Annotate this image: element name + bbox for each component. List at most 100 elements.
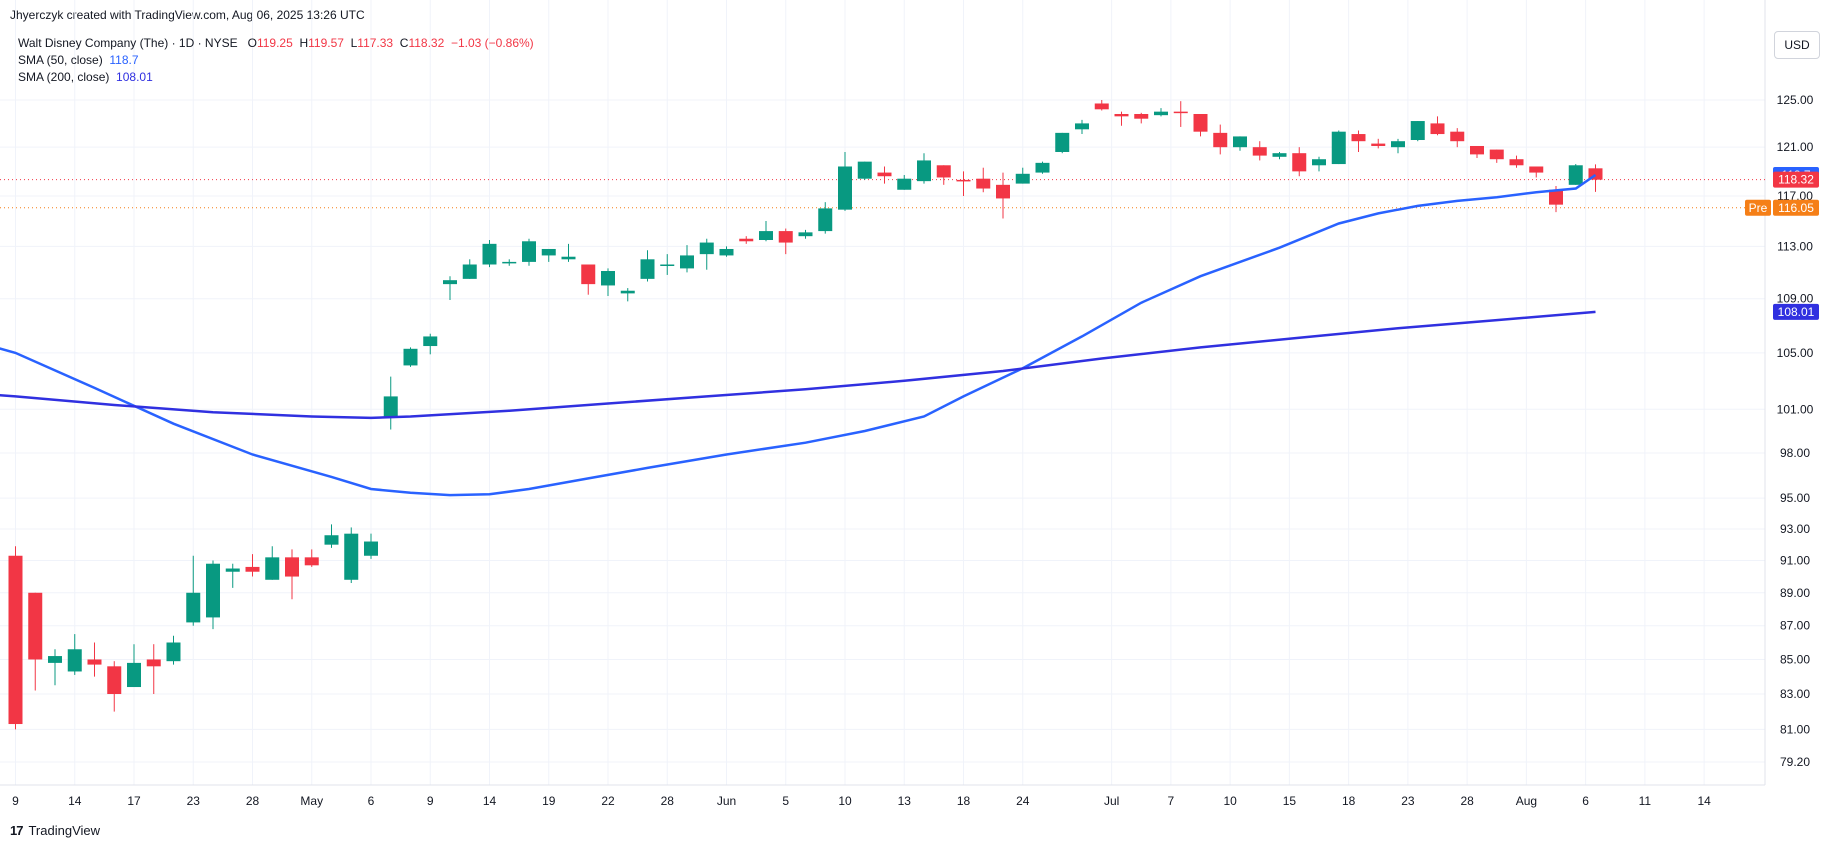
- last-price-tag-bg: [1773, 171, 1819, 188]
- time-tick-label: 14: [483, 794, 497, 808]
- legend-sma200[interactable]: SMA (200, close) 108.01: [18, 69, 534, 86]
- sma50-line: [0, 173, 1597, 497]
- time-tick-label: 14: [1697, 794, 1711, 808]
- candle: [1213, 124, 1228, 155]
- legend-sma50-label: SMA (50, close): [18, 53, 103, 67]
- candle: [561, 243, 576, 262]
- price-lines: [0, 179, 1765, 209]
- candle: [8, 546, 23, 730]
- price-tick-label: 91.00: [1780, 554, 1810, 568]
- candle-body: [186, 592, 201, 623]
- candle: [956, 171, 971, 196]
- candle-body: [561, 256, 576, 260]
- candle: [87, 642, 102, 677]
- candle-body: [1391, 141, 1405, 148]
- candle-body: [1094, 103, 1109, 110]
- candle-body: [877, 172, 892, 177]
- candle: [166, 635, 181, 665]
- candle-body: [1489, 149, 1504, 160]
- candle: [403, 347, 418, 367]
- candle: [146, 644, 161, 695]
- legend-open: 119.25: [256, 36, 293, 50]
- sma-lines: [0, 173, 1597, 497]
- price-tick-label: 87.00: [1780, 619, 1810, 633]
- legend-change: −1.03 (−0.86%): [450, 36, 534, 50]
- time-tick-label: 28: [661, 794, 675, 808]
- legend-main-series[interactable]: Walt Disney Company (The) · 1D · NYSE O1…: [18, 35, 534, 52]
- candle-body: [976, 178, 991, 189]
- candle: [304, 549, 319, 567]
- candle-body: [1450, 131, 1465, 142]
- candle-body: [956, 179, 971, 182]
- time-tick-label: 6: [368, 794, 375, 808]
- legend-high-label: H: [299, 36, 309, 50]
- candle: [502, 259, 517, 266]
- candle: [1193, 113, 1208, 137]
- candle: [541, 248, 556, 262]
- time-tick-label: 5: [782, 794, 789, 808]
- candle-body: [1549, 189, 1563, 205]
- pre-price-tag: 116.05: [1778, 201, 1814, 215]
- candle-body: [917, 160, 931, 182]
- pre-price-tag-bg: [1773, 199, 1819, 216]
- sma200-price-tag-bg: [1773, 303, 1819, 320]
- price-axis[interactable]: 125.00 121.00 117.00 113.00 109.00 105.00 101.…: [1777, 93, 1814, 769]
- candle-body: [1331, 131, 1346, 165]
- candle-body: [1213, 132, 1228, 148]
- candle: [1410, 121, 1425, 142]
- candle-body: [640, 259, 655, 279]
- candle: [620, 288, 635, 302]
- price-tick-label: 89.00: [1780, 586, 1810, 600]
- price-tick-label: 101.00: [1777, 402, 1814, 416]
- pre-market-badge-bg: [1745, 199, 1771, 216]
- candle-body: [798, 232, 813, 237]
- sma200-price-tag: 108.01: [1778, 305, 1815, 319]
- candle: [1371, 138, 1386, 149]
- candle-body: [166, 642, 181, 662]
- candle-body: [1134, 113, 1149, 119]
- candle-body: [897, 178, 912, 190]
- candle-body: [462, 264, 477, 279]
- candle: [857, 161, 872, 180]
- time-tick-label: 23: [187, 794, 201, 808]
- candle-body: [660, 264, 675, 266]
- candle: [1470, 145, 1484, 159]
- candle: [1312, 156, 1326, 172]
- time-tick-label: 10: [838, 794, 852, 808]
- candle: [1391, 138, 1405, 154]
- time-tick-label: Jun: [717, 794, 736, 808]
- candle: [67, 634, 82, 675]
- candle-body: [87, 659, 102, 665]
- candle-body: [206, 563, 220, 618]
- price-tick-label: 109.00: [1777, 292, 1814, 306]
- candle: [818, 202, 833, 234]
- legend-sma50[interactable]: SMA (50, close) 118.7: [18, 52, 534, 69]
- candle: [1351, 130, 1366, 152]
- currency-button[interactable]: USD: [1774, 31, 1820, 59]
- price-tick-label: 95.00: [1780, 491, 1810, 505]
- candle-body: [1470, 145, 1484, 155]
- legend-sma200-label: SMA (200, close): [18, 70, 110, 84]
- candle-body: [383, 396, 398, 417]
- time-tick-label: 23: [1401, 794, 1415, 808]
- candle: [186, 555, 201, 626]
- candle: [897, 175, 912, 190]
- candle-body: [28, 592, 43, 660]
- time-tick-label: 19: [542, 794, 556, 808]
- candle: [877, 166, 892, 184]
- pre-market-badge: Pre: [1749, 201, 1768, 215]
- legend-symbol: Walt Disney Company (The) · 1D · NYSE: [18, 36, 238, 50]
- candle: [976, 167, 991, 193]
- time-tick-label: 18: [957, 794, 971, 808]
- time-axis[interactable]: 9 14 17 23 28 May 6 9 14 19 22 28 Jun 5 10 13 18 24 Jul 7 10…: [12, 794, 1711, 808]
- price-tick-label: 125.00: [1777, 93, 1814, 107]
- legend-high: 119.57: [308, 36, 344, 50]
- price-tick-label: 98.00: [1780, 446, 1810, 460]
- candle: [482, 240, 497, 268]
- time-tick-label: 28: [246, 794, 260, 808]
- candle: [640, 250, 655, 282]
- candle: [1489, 149, 1504, 163]
- candle-body: [1430, 123, 1445, 135]
- candle: [107, 661, 122, 712]
